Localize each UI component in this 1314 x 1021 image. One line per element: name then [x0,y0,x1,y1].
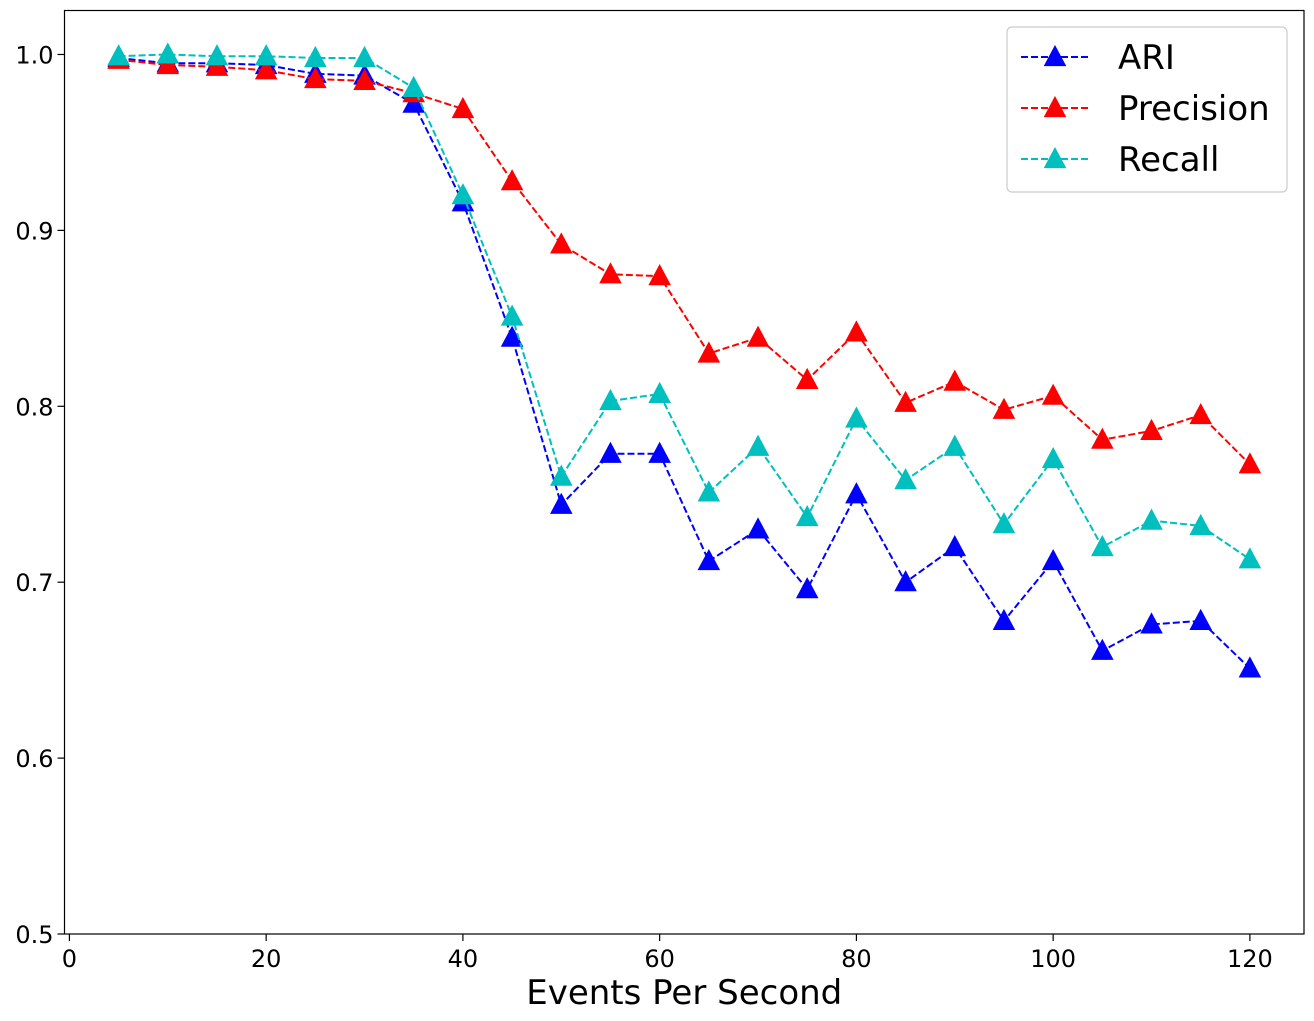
series-line [118,56,1251,670]
legend-label: ARI [1118,38,1175,78]
data-point [1091,638,1114,660]
data-point [402,75,426,97]
series-recall [107,42,1262,569]
legend: ARI Precision Recall [1006,26,1288,193]
x-tick-label: 60 [644,945,675,973]
data-point [599,388,622,411]
data-point [451,96,475,119]
legend-box [1006,26,1288,193]
data-point [894,570,917,592]
y-tick-label: 1.0 [15,41,53,69]
x-axis: 0 20 40 60 80 100 120 [62,934,1273,973]
data-point [550,492,573,514]
data-point [648,381,671,404]
data-point [205,54,229,76]
data-point [304,45,327,68]
y-tick-label: 0.9 [15,217,53,245]
data-point [1238,547,1262,569]
data-point [500,304,524,326]
legend-marker [1043,44,1067,67]
data-point [746,325,770,347]
data-point [697,549,721,571]
legend-label: Recall [1118,140,1219,180]
series-precision [107,47,1262,474]
data-point [795,577,819,599]
y-tick-label: 0.6 [15,745,53,773]
data-point [550,232,573,254]
data-point [1140,508,1163,530]
data-point [402,91,426,113]
data-point [894,390,917,412]
x-tick-label: 120 [1227,945,1273,973]
legend-item: Precision [1021,89,1270,129]
data-point [943,534,967,557]
data-point [254,58,278,80]
data-point [795,367,819,389]
data-point [1091,427,1114,449]
y-tick-label: 0.5 [15,921,53,949]
y-tick-label: 0.7 [15,569,53,597]
legend-item: Recall [1021,140,1219,180]
y-tick-label: 0.8 [15,393,53,421]
data-point [451,183,475,205]
data-point [1140,418,1163,440]
data-point [254,44,278,66]
data-point [943,369,967,391]
data-point [795,505,819,527]
legend-marker [1043,95,1067,118]
data-point [697,480,721,502]
x-tick-label: 0 [62,945,77,973]
data-point [992,512,1016,534]
legend-marker [1043,146,1067,169]
data-point [697,341,721,363]
x-tick-label: 40 [448,945,479,973]
data-point [1041,446,1065,469]
x-tick-label: 20 [251,945,282,973]
data-point [894,468,917,490]
data-point [1140,612,1163,634]
y-axis: 0.5 0.6 0.7 0.8 0.9 1.0 [15,41,65,949]
data-point [992,397,1016,419]
data-point [1041,383,1065,405]
data-point [648,264,671,286]
data-point [746,434,770,456]
data-point [1238,452,1262,474]
data-point [845,320,868,342]
data-point [1189,403,1212,425]
data-point [599,441,622,463]
data-point [156,42,180,64]
data-point [205,44,229,66]
data-point [1189,513,1212,535]
data-point [353,45,376,68]
data-point [1091,534,1114,557]
data-point [599,262,622,284]
data-point [746,517,770,539]
legend-label: Precision [1118,89,1270,129]
x-axis-title: Events Per Second [526,973,842,1013]
legend-item: ARI [1021,38,1175,78]
data-point [550,464,573,486]
data-point [107,44,130,66]
x-tick-label: 100 [1030,945,1076,973]
data-point [943,434,967,456]
data-point [304,67,327,89]
data-point [1041,549,1065,571]
data-point [1189,608,1212,630]
data-point [845,406,868,428]
data-point [1238,656,1262,678]
data-point [845,482,868,504]
data-point [992,608,1016,630]
data-point [500,169,524,191]
data-point [648,441,671,463]
series-layer [107,42,1262,678]
data-point [156,52,180,75]
series-line [118,53,1251,561]
data-point [353,68,376,90]
x-tick-label: 80 [841,945,872,973]
axes-frame [63,9,1305,935]
plot-area [63,9,1305,935]
